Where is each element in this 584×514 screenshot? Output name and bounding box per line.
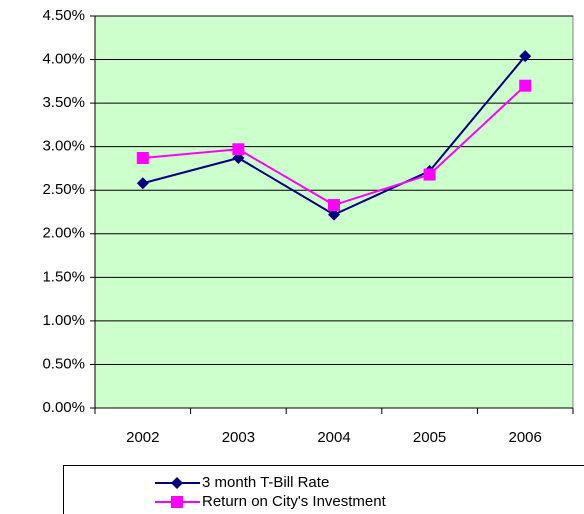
legend-label: 3 month T-Bill Rate	[202, 474, 329, 491]
x-tick-label: 2004	[317, 429, 350, 446]
y-tick-label: 2.00%	[42, 225, 85, 242]
y-tick-label: 3.00%	[42, 138, 85, 155]
y-tick-label: 2.50%	[42, 181, 85, 198]
x-tick-label: 2003	[222, 429, 255, 446]
legend-box	[63, 465, 584, 514]
marker-square	[328, 199, 340, 212]
marker-diamond	[328, 208, 340, 221]
y-tick-label: 0.50%	[42, 355, 85, 372]
x-tick-label: 2005	[413, 429, 446, 446]
x-tick-label: 2006	[509, 429, 542, 446]
y-tick-label: 0.00%	[42, 399, 85, 416]
y-tick-label: 3.50%	[42, 94, 85, 111]
marker-diamond	[519, 50, 532, 63]
y-tick-label: 1.50%	[42, 268, 85, 285]
y-tick-label: 4.50%	[42, 7, 85, 24]
marker-square	[171, 496, 183, 508]
y-tick-label: 4.00%	[42, 51, 85, 68]
marker-square	[232, 143, 245, 156]
marker-diamond	[171, 477, 183, 489]
legend-label: Return on City's Investment	[202, 493, 387, 510]
marker-square	[136, 151, 149, 164]
marker-square	[519, 79, 532, 92]
marker-diamond	[136, 177, 149, 190]
marker-square	[423, 168, 436, 181]
y-tick-label: 1.00%	[42, 312, 85, 329]
x-tick-label: 2002	[126, 429, 159, 446]
